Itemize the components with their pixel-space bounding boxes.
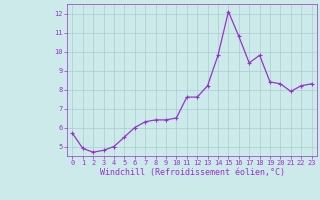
X-axis label: Windchill (Refroidissement éolien,°C): Windchill (Refroidissement éolien,°C)	[100, 168, 284, 177]
